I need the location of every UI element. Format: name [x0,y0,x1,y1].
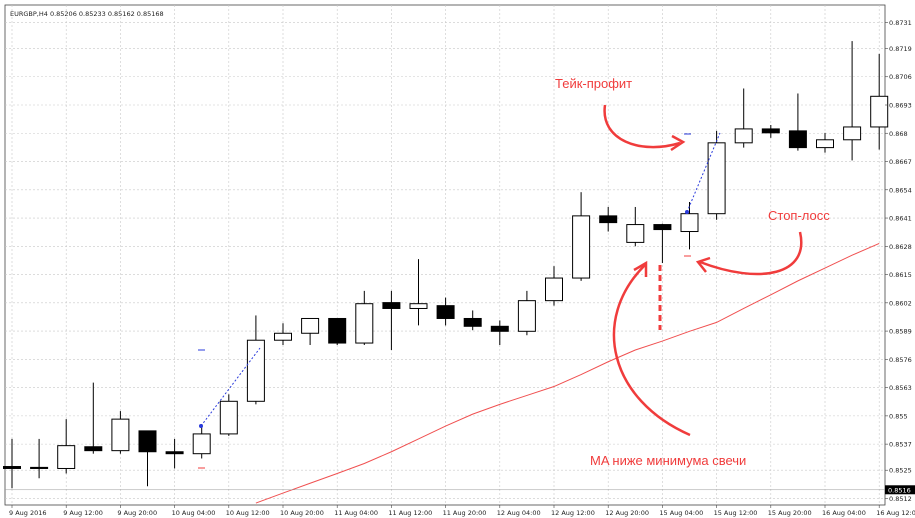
y-tick-label: 0.8731 [889,19,912,27]
candle-body [680,213,699,233]
candle-body [84,446,103,452]
candle-body [246,339,265,402]
candle-body [3,466,21,469]
candle-body [788,130,807,149]
y-tick-label: 0.8706 [889,73,912,81]
price-tag-label: 0.8516 [888,486,911,494]
x-tick-label: 15 Aug 12:00 [714,509,758,517]
x-tick-label: 15 Aug 04:00 [659,509,703,517]
candle-body [761,128,780,134]
y-tick-label: 0.8667 [889,158,912,166]
arrow-head [633,260,648,277]
candle-body [572,215,591,279]
candle-body [870,95,889,128]
candle-body [219,400,238,435]
arrow [699,231,803,276]
candle-body [30,466,49,469]
y-tick-label: 0.8628 [889,243,912,251]
y-tick-label: 0.8719 [889,45,912,53]
y-tick-label: 0.8576 [889,356,912,364]
y-tick-label: 0.8641 [889,215,912,223]
x-tick-label: 12 Aug 04:00 [497,509,541,517]
x-tick-label: 9 Aug 20:00 [117,509,157,517]
ma-line [255,243,880,504]
header: EURGBP,H4 0.85206 0.85233 0.85162 0.8516… [10,10,164,18]
trade-line [200,347,261,427]
y-tick-label: 0.8589 [889,328,912,336]
annotation: Стоп-лосс [768,208,830,223]
x-tick-label: 11 Aug 20:00 [443,509,487,517]
arrow-head [695,256,711,273]
x-tick-label: 11 Aug 12:00 [388,509,432,517]
y-tick-label: 0.8615 [889,271,912,279]
candle-body [382,302,401,309]
x-tick-label: 10 Aug 04:00 [172,509,216,517]
candle-body [138,430,157,453]
arrow [612,264,691,437]
x-tick-label: 16 Aug 12:00 [876,509,915,517]
y-tick-label: 0.8693 [889,102,912,110]
candle-body [734,128,753,144]
y-tick-label: 0.8654 [889,186,912,194]
x-tick-label: 9 Aug 2016 [9,509,47,517]
candle-body [545,277,563,302]
candle-body [57,445,76,469]
candle-body [301,317,320,334]
y-tick-label: 0.8563 [889,384,912,392]
annotation: Тейк-профит [555,76,632,91]
candle-body [436,305,455,319]
x-tick-label: 10 Aug 12:00 [226,509,270,517]
arrow-head [670,134,686,152]
x-tick-label: 11 Aug 04:00 [334,509,378,517]
x-tick-label: 10 Aug 20:00 [280,509,324,517]
candle-body [816,139,834,149]
y-tick-label: 0.8512 [889,495,912,503]
x-tick-label: 15 Aug 20:00 [768,509,812,517]
x-tick-label: 12 Aug 12:00 [551,509,595,517]
x-tick-label: 12 Aug 20:00 [605,509,649,517]
candle-body [490,325,509,332]
decorations [198,104,803,469]
candle-body [165,451,184,455]
annotation: MA ниже минимума свечи [590,453,746,468]
candle-body [328,317,347,344]
entry-marker [199,424,203,428]
candle-body [111,418,130,452]
y-tick-label: 0.8602 [889,299,912,307]
candle-body [599,215,618,224]
candle-body [517,300,536,332]
y-tick-label: 0.8525 [889,467,912,475]
candle-body [192,433,211,455]
candle-body [355,303,374,344]
candle-body [653,224,672,231]
arrow [603,104,681,149]
y-tick-label: 0.855 [889,412,908,420]
candle-body [843,126,862,141]
entry-marker [685,210,689,214]
plot-frame [4,4,886,506]
candle-body [274,332,292,341]
candle-body [626,224,645,243]
y-tick-label: 0.868 [889,130,908,138]
x-tick-label: 16 Aug 04:00 [822,509,866,517]
x-tick-label: 9 Aug 12:00 [63,509,103,517]
candle-body [707,142,726,215]
y-tick-label: 0.8537 [889,441,912,449]
candle-body [409,303,428,309]
candle-body [463,317,482,327]
price-tag [885,485,915,495]
